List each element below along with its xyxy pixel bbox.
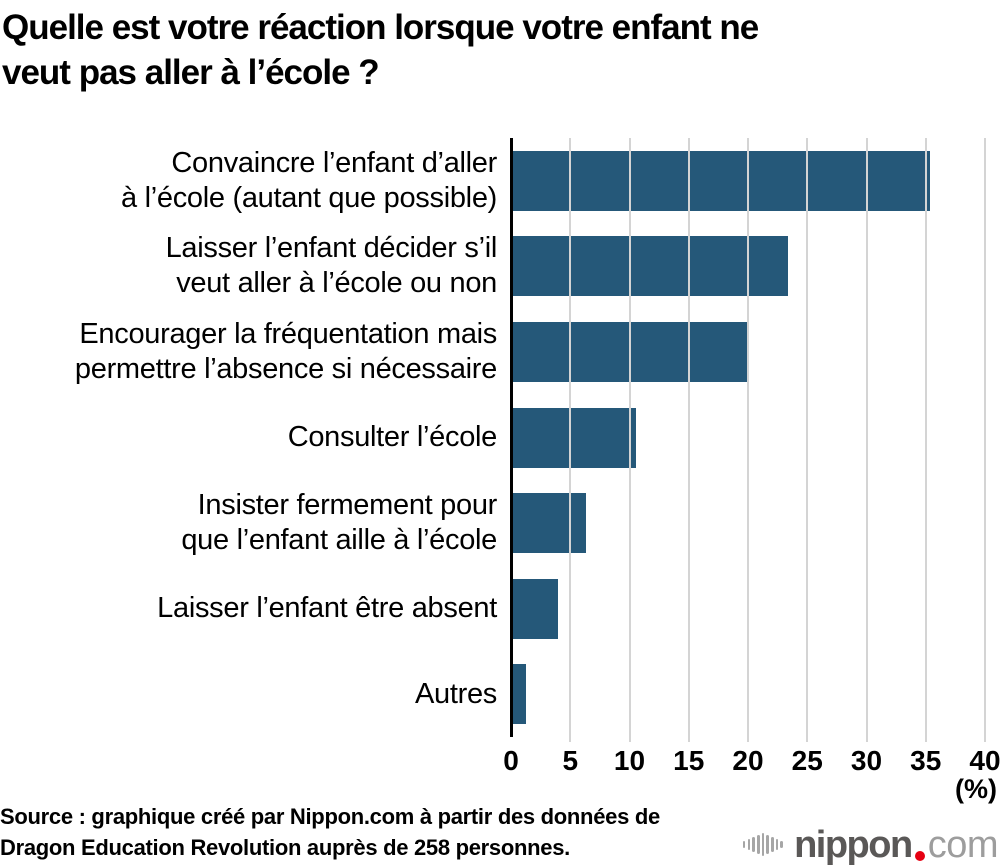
logo-suffix: com [927, 824, 999, 866]
x-axis-tick-label: 0 [503, 745, 519, 776]
chart-row: Consulter l’école [0, 395, 1000, 481]
bar [512, 150, 931, 211]
x-axis-tick-label: 30 [850, 745, 883, 776]
bar-track [512, 651, 1000, 737]
bar-track [512, 224, 1000, 310]
category-label: Laisser l’enfant être absent [157, 592, 497, 625]
bar [512, 236, 789, 297]
category-label: Autres [414, 677, 497, 710]
logo-word: nippon [794, 824, 913, 866]
logo-red-dot-icon [914, 851, 925, 861]
category-label: Consulter l’école [287, 421, 498, 454]
sound-wave-bars-icon [742, 832, 784, 856]
bar-track [512, 566, 1000, 652]
bar-track [512, 138, 1000, 224]
gridline [628, 138, 631, 742]
gridline [865, 138, 868, 742]
y-axis-line [510, 138, 513, 737]
x-axis-tick-label: 5 [562, 745, 579, 776]
gridline [569, 138, 572, 742]
bar-track [512, 309, 1000, 395]
gridline [924, 138, 927, 742]
x-axis-unit-label: (%) [955, 774, 997, 804]
gridline [806, 138, 809, 742]
category-label: Encourager la fréquentation mais permett… [74, 317, 497, 385]
chart-row: Autres [0, 651, 1000, 737]
gridline [984, 138, 986, 742]
category-label: Insister fermement pour que l’enfant ail… [181, 489, 497, 557]
bar [512, 578, 559, 639]
chart-row: Laisser l’enfant être absent [0, 566, 1000, 652]
x-axis-tick-label: 10 [613, 745, 646, 776]
chart-row: Insister fermement pour que l’enfant ail… [0, 480, 1000, 566]
bar-track [512, 395, 1000, 481]
chart-row: Laisser l’enfant décider s’il veut aller… [0, 224, 1000, 310]
x-axis-tick-label: 35 [910, 745, 942, 776]
category-label: Convaincre l’enfant d’aller à l’école (a… [121, 146, 497, 214]
category-label: Laisser l’enfant décider s’il veut aller… [165, 232, 498, 300]
gridline [747, 138, 749, 742]
bar [512, 493, 586, 554]
bar-chart: Convaincre l’enfant d’aller à l’école (a… [0, 138, 1000, 804]
bar-track [512, 480, 1000, 566]
x-axis-tick-label: 20 [732, 745, 764, 776]
chart-row: Convaincre l’enfant d’aller à l’école (a… [0, 138, 1000, 224]
nippon-logo: nippon com [742, 818, 999, 866]
bar-rows: Convaincre l’enfant d’aller à l’école (a… [0, 138, 1000, 737]
bar [512, 407, 637, 468]
page-title: Quelle est votre réaction lorsque votre … [2, 8, 759, 92]
x-axis-tick-label: 40 [969, 745, 1000, 776]
bar [512, 664, 527, 725]
x-axis-tick-label: 25 [791, 745, 823, 776]
gridline [687, 138, 690, 742]
chart-row: Encourager la fréquentation mais permett… [0, 309, 1000, 395]
source-caption: Source : graphique créé par Nippon.com à… [0, 804, 660, 860]
x-axis-tick-label: 15 [673, 745, 705, 776]
